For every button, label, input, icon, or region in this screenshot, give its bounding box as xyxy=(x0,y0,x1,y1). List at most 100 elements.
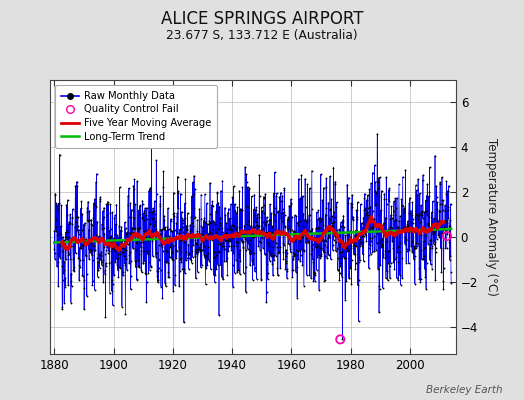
Point xyxy=(279,209,288,216)
Point xyxy=(90,234,98,241)
Point xyxy=(348,204,356,210)
Point xyxy=(265,243,273,250)
Point xyxy=(372,189,380,196)
Point xyxy=(381,214,390,221)
Point xyxy=(105,234,113,241)
Point xyxy=(283,250,292,257)
Point xyxy=(101,314,110,320)
Point xyxy=(433,199,441,205)
Point xyxy=(263,214,271,220)
Point xyxy=(207,234,215,241)
Point xyxy=(152,157,160,163)
Point xyxy=(222,258,231,264)
Point xyxy=(353,230,361,237)
Point xyxy=(149,232,158,238)
Point xyxy=(320,184,328,191)
Point xyxy=(446,223,454,229)
Point xyxy=(219,240,227,246)
Point xyxy=(241,236,249,242)
Point xyxy=(62,234,70,240)
Point xyxy=(299,247,307,253)
Point xyxy=(309,241,317,248)
Point xyxy=(445,227,453,233)
Point xyxy=(148,216,156,223)
Point xyxy=(95,251,103,258)
Point xyxy=(201,191,209,197)
Point xyxy=(127,214,136,220)
Point xyxy=(132,247,140,253)
Point xyxy=(296,248,304,254)
Point xyxy=(159,168,168,175)
Point xyxy=(59,277,67,284)
Point xyxy=(54,259,63,266)
Point xyxy=(110,235,118,242)
Point xyxy=(129,244,137,251)
Point xyxy=(413,212,421,218)
Point xyxy=(289,253,297,260)
Point xyxy=(151,226,160,232)
Point xyxy=(318,216,326,222)
Point xyxy=(309,259,317,266)
Point xyxy=(403,218,412,224)
Point xyxy=(333,246,342,252)
Point xyxy=(118,303,126,310)
Point xyxy=(102,247,111,253)
Point xyxy=(55,230,63,236)
Point xyxy=(214,226,223,232)
Point xyxy=(106,226,115,232)
Point xyxy=(277,214,286,221)
Point xyxy=(421,256,429,263)
Point xyxy=(101,267,110,273)
Point xyxy=(321,211,330,218)
Point xyxy=(291,228,299,235)
Point xyxy=(107,233,115,239)
Point xyxy=(208,202,216,208)
Point xyxy=(124,241,132,248)
Point xyxy=(169,189,178,196)
Point xyxy=(279,240,287,246)
Point xyxy=(333,199,341,206)
Point xyxy=(62,256,70,262)
Point xyxy=(399,208,408,215)
Point xyxy=(227,201,235,207)
Point xyxy=(414,176,422,182)
Point xyxy=(265,248,273,254)
Point xyxy=(407,208,415,214)
Point xyxy=(210,219,218,225)
Point xyxy=(318,236,326,243)
Point xyxy=(158,226,166,232)
Point xyxy=(212,229,220,235)
Point xyxy=(372,201,380,208)
Point xyxy=(196,246,204,252)
Point xyxy=(52,216,60,222)
Point xyxy=(130,258,139,264)
Point xyxy=(61,282,69,288)
Point xyxy=(420,253,428,260)
Point xyxy=(264,270,272,276)
Point xyxy=(315,286,323,293)
Point xyxy=(128,224,136,231)
Point xyxy=(211,264,219,270)
Point xyxy=(65,251,73,257)
Point xyxy=(330,209,338,216)
Point xyxy=(378,241,387,248)
Point xyxy=(139,260,148,266)
Point xyxy=(113,256,121,262)
Point xyxy=(424,193,433,199)
Point xyxy=(298,234,307,240)
Point xyxy=(171,282,179,288)
Point xyxy=(436,208,445,214)
Point xyxy=(223,272,232,278)
Point xyxy=(269,190,278,196)
Point xyxy=(230,243,238,249)
Point xyxy=(416,218,424,225)
Point xyxy=(393,248,401,255)
Point xyxy=(401,234,409,240)
Point xyxy=(279,249,287,255)
Point xyxy=(149,205,157,211)
Point xyxy=(339,212,347,219)
Point xyxy=(370,188,379,194)
Point xyxy=(165,239,173,246)
Point xyxy=(256,246,264,253)
Point xyxy=(278,231,286,237)
